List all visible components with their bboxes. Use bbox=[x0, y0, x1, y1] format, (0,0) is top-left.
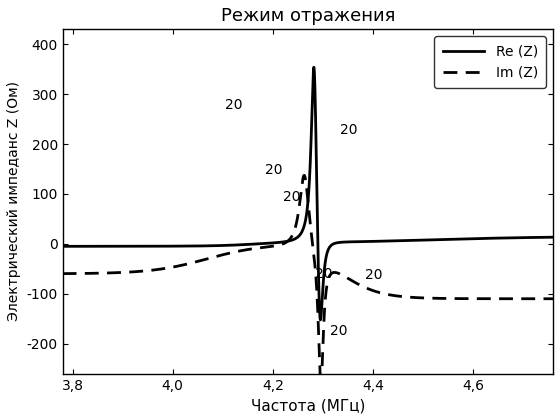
Text: 20: 20 bbox=[283, 190, 300, 205]
Re (Z) bbox=[449, 237, 456, 242]
Re (Z) bbox=[317, 318, 324, 323]
Title: Режим отражения: Режим отражения bbox=[221, 7, 395, 25]
Re (Z) bbox=[310, 65, 317, 70]
Re (Z) bbox=[423, 237, 430, 242]
Im (Z) bbox=[84, 271, 91, 276]
Y-axis label: Электрический импеданс Z (Ом): Электрический импеданс Z (Ом) bbox=[7, 81, 21, 321]
Im (Z) bbox=[349, 279, 356, 284]
Im (Z) bbox=[449, 296, 456, 301]
Line: Re (Z): Re (Z) bbox=[63, 67, 553, 320]
Im (Z) bbox=[59, 271, 66, 276]
Line: Im (Z): Im (Z) bbox=[63, 175, 553, 376]
Im (Z) bbox=[423, 296, 430, 301]
Text: 20: 20 bbox=[225, 98, 242, 112]
Re (Z) bbox=[349, 239, 356, 244]
Im (Z) bbox=[301, 173, 307, 178]
Im (Z) bbox=[550, 296, 557, 301]
Re (Z) bbox=[84, 244, 91, 249]
Text: 20: 20 bbox=[315, 267, 333, 281]
Re (Z) bbox=[59, 244, 66, 249]
Text: 20: 20 bbox=[265, 163, 283, 177]
Re (Z) bbox=[550, 235, 557, 240]
Legend: Re (Z), Im (Z): Re (Z), Im (Z) bbox=[435, 36, 546, 88]
Text: 20: 20 bbox=[340, 123, 358, 137]
Text: 20: 20 bbox=[365, 268, 383, 282]
Im (Z) bbox=[371, 289, 377, 294]
Im (Z) bbox=[237, 248, 244, 253]
Im (Z) bbox=[317, 374, 324, 379]
Text: 20: 20 bbox=[330, 324, 348, 338]
Re (Z) bbox=[237, 242, 244, 247]
Re (Z) bbox=[371, 239, 377, 244]
X-axis label: Частота (МГц): Частота (МГц) bbox=[251, 398, 365, 413]
